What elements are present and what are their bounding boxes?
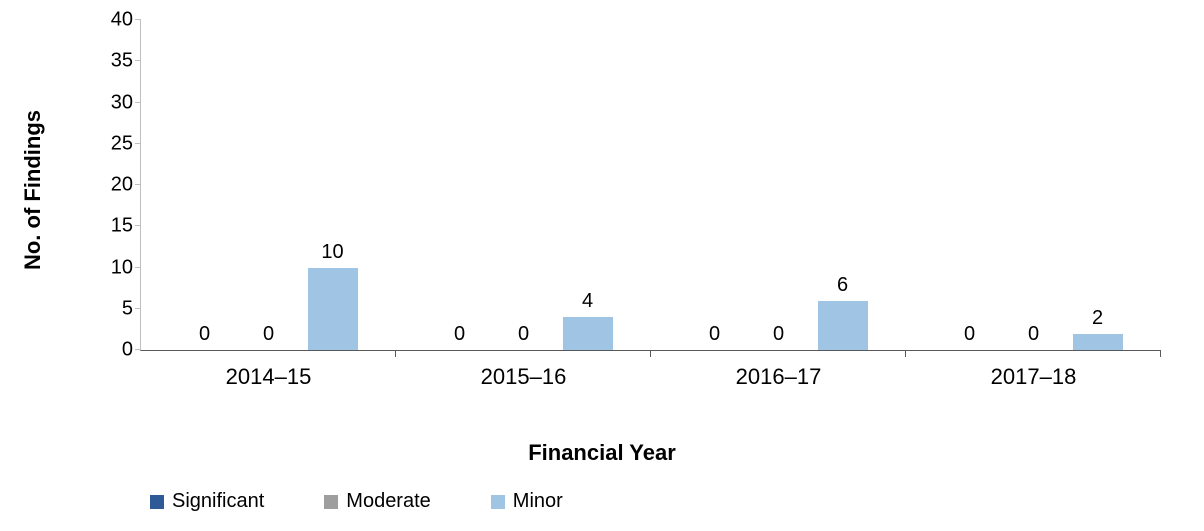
legend-item-minor: Minor (491, 490, 563, 513)
y-axis-title-text: No. of Findings (20, 110, 46, 270)
legend-label: Significant (172, 490, 264, 513)
bar-value-label: 10 (321, 241, 343, 264)
legend-swatch (491, 495, 505, 509)
y-tick-label: 0 (122, 339, 141, 362)
bar-significant: 0 (945, 20, 995, 350)
x-tick-mark (650, 350, 651, 357)
bar-cluster: 0 0 2 (945, 20, 1123, 350)
legend: Significant Moderate Minor (150, 490, 563, 513)
bar-moderate: 0 (499, 20, 549, 350)
bar-moderate: 0 (244, 20, 294, 350)
legend-swatch (324, 495, 338, 509)
bar-value-label: 4 (582, 290, 593, 313)
bar-fill (818, 301, 868, 351)
bar-minor: 2 (1073, 20, 1123, 350)
category-label: 2014–15 (141, 364, 396, 390)
bar-value-label: 0 (773, 323, 784, 346)
legend-label: Minor (513, 490, 563, 513)
bar-value-label: 0 (964, 323, 975, 346)
bar-cluster: 0 0 4 (435, 20, 613, 350)
y-tick-label: 25 (111, 132, 141, 155)
bar-value-label: 6 (837, 274, 848, 297)
findings-chart: No. of Findings Financial Year 051015202… (0, 0, 1204, 531)
y-tick-label: 20 (111, 174, 141, 197)
category-group: 2016–17006 (651, 20, 906, 350)
x-tick-mark (395, 350, 396, 357)
bar-moderate: 0 (1009, 20, 1059, 350)
category-label: 2017–18 (906, 364, 1161, 390)
bar-fill (563, 317, 613, 350)
y-tick-label: 35 (111, 50, 141, 73)
bar-value-label: 0 (454, 323, 465, 346)
bar-cluster: 0 0 6 (690, 20, 868, 350)
y-tick-label: 15 (111, 215, 141, 238)
plot-area: 05101520253035402014–1500102015–16004201… (140, 20, 1161, 351)
y-tick-label: 40 (111, 9, 141, 32)
bar-minor: 4 (563, 20, 613, 350)
bar-significant: 0 (690, 20, 740, 350)
legend-label: Moderate (346, 490, 431, 513)
category-group: 2015–16004 (396, 20, 651, 350)
category-label: 2016–17 (651, 364, 906, 390)
bar-cluster: 0 0 10 (180, 20, 358, 350)
bar-significant: 0 (435, 20, 485, 350)
y-axis-title: No. of Findings (20, 30, 46, 190)
category-group: 2014–150010 (141, 20, 396, 350)
bar-fill (308, 268, 358, 351)
category-group: 2017–18002 (906, 20, 1161, 350)
x-axis-title: Financial Year (0, 440, 1204, 466)
bar-value-label: 0 (1028, 323, 1039, 346)
bar-value-label: 0 (709, 323, 720, 346)
y-tick-label: 5 (122, 297, 141, 320)
x-tick-mark (1160, 350, 1161, 357)
bar-fill (1073, 334, 1123, 351)
bar-value-label: 0 (199, 323, 210, 346)
y-tick-label: 10 (111, 256, 141, 279)
bar-value-label: 0 (518, 323, 529, 346)
bar-significant: 0 (180, 20, 230, 350)
x-tick-mark (905, 350, 906, 357)
legend-swatch (150, 495, 164, 509)
legend-item-moderate: Moderate (324, 490, 431, 513)
y-tick-label: 30 (111, 91, 141, 114)
bar-minor: 6 (818, 20, 868, 350)
bar-minor: 10 (308, 20, 358, 350)
bar-value-label: 2 (1092, 307, 1103, 330)
bar-moderate: 0 (754, 20, 804, 350)
legend-item-significant: Significant (150, 490, 264, 513)
bar-value-label: 0 (263, 323, 274, 346)
x-axis-title-text: Financial Year (528, 440, 676, 465)
category-label: 2015–16 (396, 364, 651, 390)
